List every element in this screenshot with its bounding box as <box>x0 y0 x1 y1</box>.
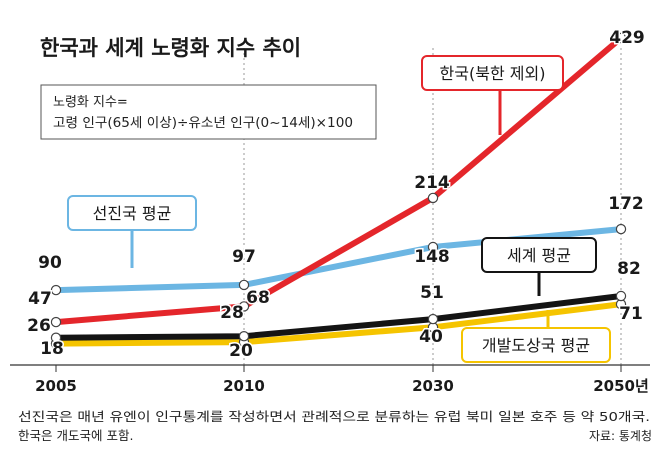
callout-developing: 개발도상국 평균 <box>461 310 611 363</box>
legend-label-developed: 선진국 평균 <box>93 204 172 223</box>
formula-line-1: 노령화 지수= <box>53 95 128 110</box>
x-tick-label-2010: 2010 <box>223 377 265 395</box>
value-labels: 47 68 214 429 90 97 148 172 26 28 51 82 18 20 40 71 <box>26 27 647 363</box>
data-point-world-2030 <box>427 313 439 325</box>
series-line-korea <box>53 35 624 326</box>
value-label-korea-2010: 68 <box>246 288 270 308</box>
data-point-developed-2010 <box>238 279 250 291</box>
value-label-korea-2050: 429 <box>609 28 645 48</box>
callout-box-developing <box>461 327 611 363</box>
value-label-developing-2010: 20 <box>229 341 253 361</box>
callout-korea: 한국(북한 제외) <box>421 55 564 135</box>
callout-box-world <box>481 237 597 273</box>
chart-title: 한국과 세계 노령화 지수 추이 <box>40 36 301 60</box>
value-label-world-2005: 26 <box>27 316 51 336</box>
callout-developed: 선진국 평균 <box>67 195 197 268</box>
series-line-developing <box>53 301 624 347</box>
value-label-developing-2005: 18 <box>40 339 64 359</box>
value-label-developing-2050: 71 <box>619 304 643 324</box>
x-tick-label-2030: 2030 <box>412 377 454 395</box>
data-point-world-2050 <box>615 290 627 302</box>
value-label-korea-2005: 47 <box>28 289 52 309</box>
footnote-2: 한국은 개도국에 포함. <box>18 428 133 443</box>
value-label-developed-2005: 90 <box>38 253 62 273</box>
data-point-developed-2005 <box>50 284 62 296</box>
x-tick-label-2005: 2005 <box>35 377 77 395</box>
data-point-developed-2030 <box>427 241 439 253</box>
legend-label-developing: 개발도상국 평균 <box>482 336 590 355</box>
value-label-developed-2010: 97 <box>232 247 256 267</box>
data-point-world-2010 <box>238 331 250 342</box>
value-label-korea-2030: 214 <box>414 173 450 193</box>
value-label-developed-2050: 172 <box>608 194 644 214</box>
formula-line-2: 고령 인구(65세 이상)÷유소년 인구(0~14세)×100 <box>53 116 353 131</box>
data-point-developed-2050 <box>615 223 627 235</box>
callout-box-korea <box>421 55 564 91</box>
value-label-world-2030: 51 <box>420 283 444 303</box>
value-label-developing-2030: 40 <box>419 327 443 347</box>
value-label-world-2050: 82 <box>617 259 641 279</box>
formula-box: 노령화 지수= 고령 인구(65세 이상)÷유소년 인구(0~14세)×100 <box>40 84 377 140</box>
data-point-korea-2005 <box>50 316 62 328</box>
legend-label-world: 세계 평균 <box>507 246 571 265</box>
series-line-world <box>53 293 624 341</box>
formula-box-border <box>40 84 377 140</box>
data-point-world-2005 <box>50 332 62 343</box>
value-label-world-2010: 28 <box>220 303 244 323</box>
data-point-korea-2030 <box>427 192 439 204</box>
value-label-developed-2030: 148 <box>414 247 450 267</box>
source-label: 자료: 통계청 <box>589 429 652 443</box>
callout-world: 세계 평균 <box>481 237 597 296</box>
x-tick-label-2050: 2050년 <box>593 377 649 395</box>
data-point-korea-2050 <box>615 32 627 44</box>
data-point-korea-2010 <box>238 301 250 312</box>
callout-box-developed <box>67 195 197 231</box>
data-points <box>50 32 627 349</box>
x-axis: 2005 2010 2030 2050년 <box>10 364 650 395</box>
legend-label-korea: 한국(북한 제외) <box>440 64 546 83</box>
footnote-1: 선진국은 매년 유엔이 인구통계를 작성하면서 관례적으로 분류하는 유럽 북미… <box>18 409 650 424</box>
